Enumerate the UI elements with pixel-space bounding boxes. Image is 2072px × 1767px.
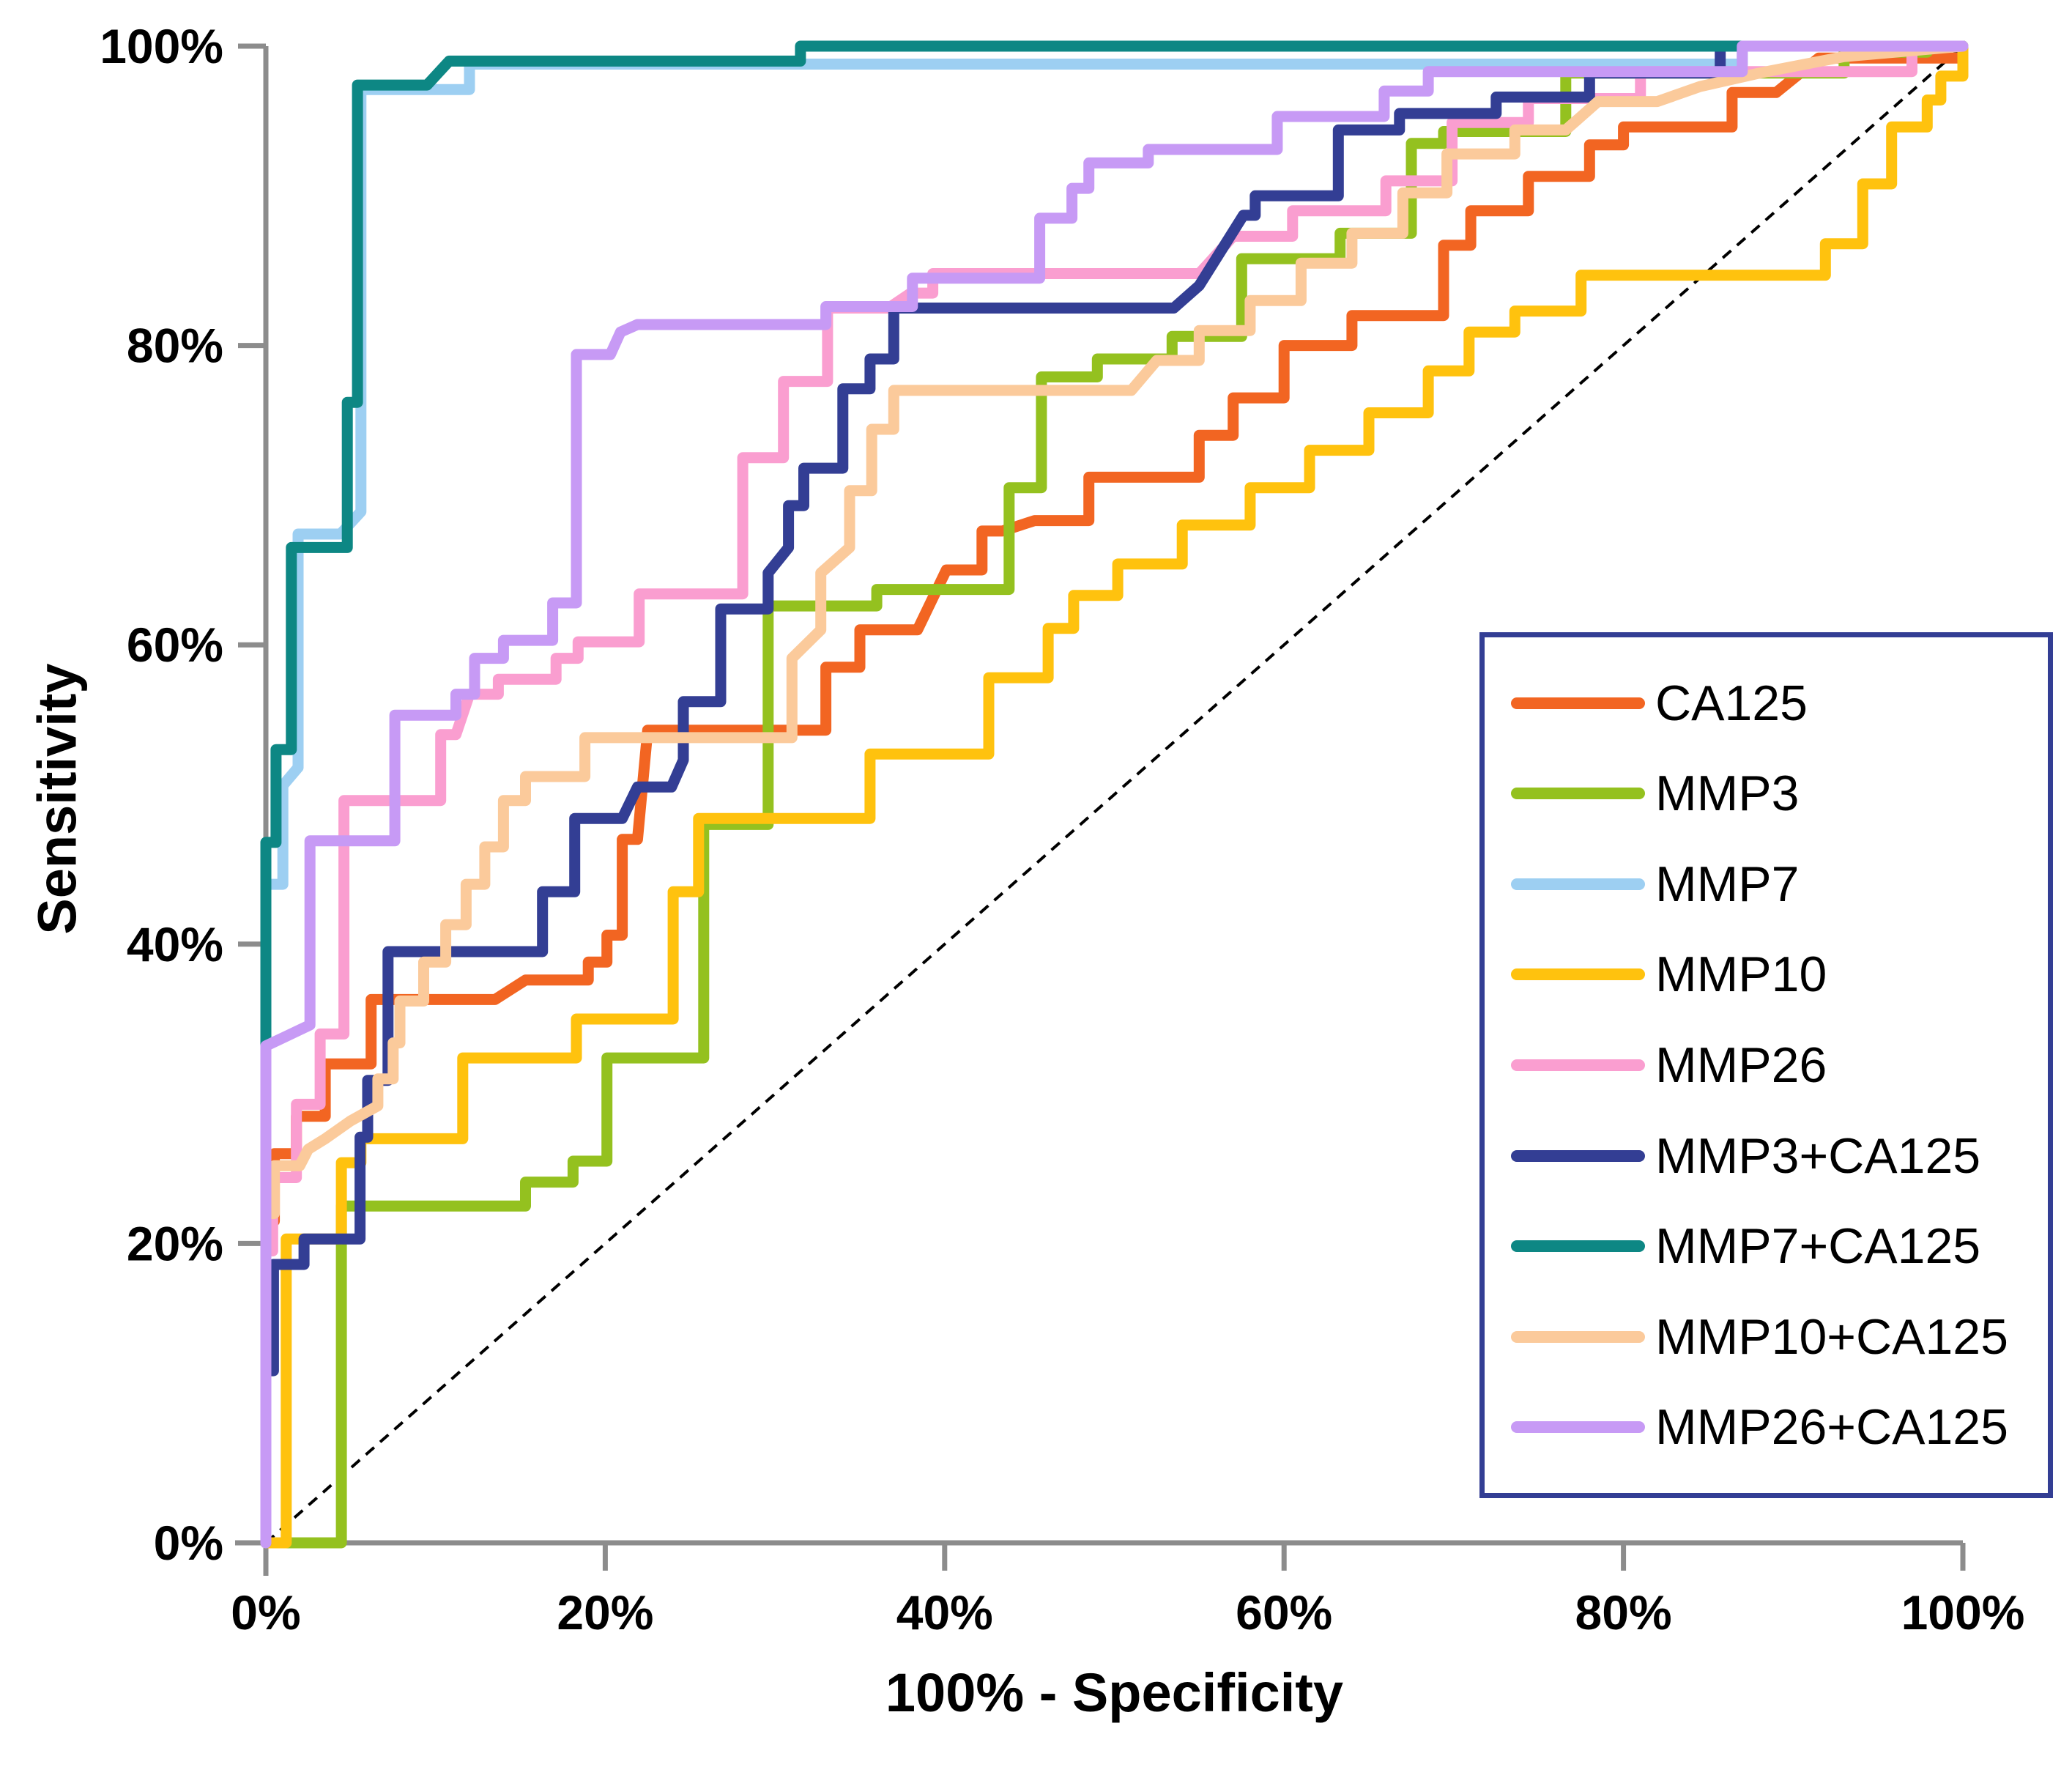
legend-swatch-MMP26+CA125 (1511, 1421, 1645, 1434)
legend-swatch-CA125 (1511, 697, 1645, 709)
x-tick-label: 20% (557, 1585, 653, 1640)
roc-curve-MMP26+CA125 (260, 40, 1969, 1549)
legend-label: MMP26 (1655, 1037, 1827, 1093)
y-tick-label: 80% (127, 319, 223, 373)
legend-item-MMP26+CA125: MMP26+CA125 (1485, 1402, 2048, 1452)
legend-item-MMP7+CA125: MMP7+CA125 (1485, 1221, 2048, 1271)
legend-item-MMP7: MMP7 (1485, 859, 2048, 909)
x-tick-label: 0% (231, 1585, 300, 1640)
legend-swatch-MMP10 (1511, 968, 1645, 981)
legend-item-MMP26: MMP26 (1485, 1040, 2048, 1090)
roc-curve-MMP7+CA125 (260, 40, 1969, 1549)
legend-swatch-MMP7+CA125 (1511, 1240, 1645, 1253)
x-tick-label: 40% (896, 1585, 993, 1640)
legend-swatch-MMP10+CA125 (1511, 1330, 1645, 1343)
x-tick-label: 60% (1236, 1585, 1332, 1640)
legend-item-MMP3: MMP3 (1485, 768, 2048, 818)
legend-item-CA125: CA125 (1485, 678, 2048, 728)
legend-swatch-MMP26 (1511, 1059, 1645, 1071)
diagonal-reference-line (264, 45, 1964, 1544)
legend-item-MMP10: MMP10 (1485, 949, 2048, 999)
y-tick-label: 20% (127, 1216, 223, 1270)
legend-item-MMP3+CA125: MMP3+CA125 (1485, 1131, 2048, 1181)
roc-curve-MMP10 (260, 40, 1969, 1549)
legend-label: MMP7+CA125 (1655, 1218, 1981, 1275)
roc-curve-MMP10+CA125 (260, 40, 1969, 1549)
legend-label: MMP26+CA125 (1655, 1399, 2008, 1456)
x-tick-label: 80% (1575, 1585, 1672, 1640)
legend-swatch-MMP3+CA125 (1511, 1149, 1645, 1162)
legend-swatch-MMP7 (1511, 878, 1645, 890)
legend-label: MMP3 (1655, 766, 1800, 822)
y-axis-title: Sensitivity (26, 663, 88, 935)
roc-curve-MMP3+CA125 (260, 40, 1969, 1549)
x-tick-label: 100% (1901, 1585, 2025, 1640)
y-tick-label: 40% (127, 917, 223, 971)
legend-box: CA125 MMP3 MMP7 MMP10 MMP26 MMP3+CA125 MMP7+CA… (1479, 632, 2053, 1498)
x-axis-title: 100% - Specificity (885, 1662, 1344, 1723)
legend-item-MMP10+CA125: MMP10+CA125 (1485, 1312, 2048, 1362)
y-tick-label: 60% (127, 618, 223, 672)
legend-label: CA125 (1655, 675, 1808, 731)
legend-label: MMP3+CA125 (1655, 1127, 1981, 1184)
y-tick-label: 0% (154, 1516, 223, 1570)
legend-label: MMP7 (1655, 856, 1800, 912)
legend-label: MMP10+CA125 (1655, 1308, 2008, 1365)
legend-swatch-MMP3 (1511, 788, 1645, 800)
y-tick-label: 100% (100, 19, 223, 73)
legend-label: MMP10 (1655, 947, 1827, 1003)
